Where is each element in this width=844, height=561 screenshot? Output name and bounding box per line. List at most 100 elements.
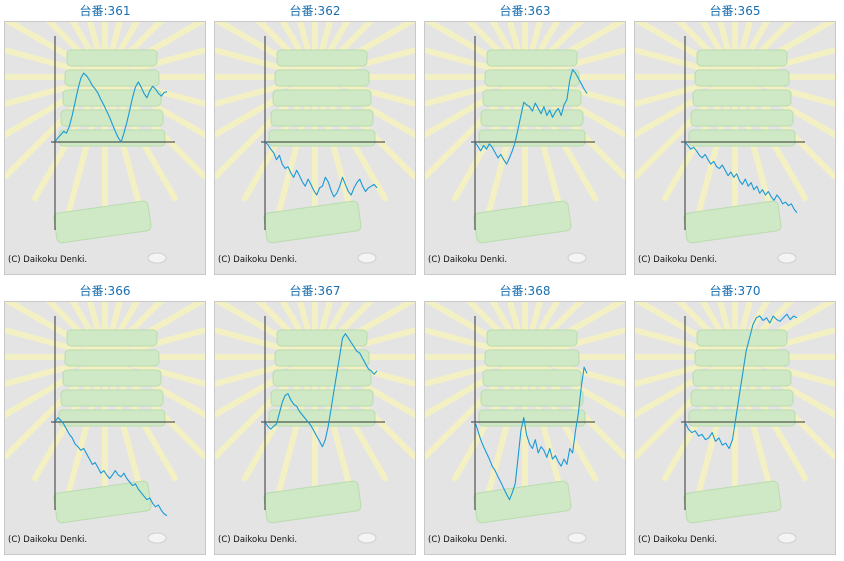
machine-tier [270,109,374,127]
machine-tier [482,89,582,107]
machine-tier [480,389,584,407]
sunburst-ray [215,354,318,419]
series-line [54,417,168,517]
sunburst-ray [522,74,625,139]
chart-panel: (C) Daikoku Denki. [634,301,836,555]
machine-tier [480,109,584,127]
background-illustration [215,302,415,544]
chart-svg [425,302,625,544]
copyright-label: (C) Daikoku Denki. [218,255,298,265]
machine-tier [688,409,796,427]
chart-svg [5,22,205,264]
chart-cell: 台番:365 (C) Daikoku Denki. [630,0,840,280]
machine-tier [268,409,376,427]
machine-tier [62,89,162,107]
sunburst-ray [425,74,528,139]
copyright-label: (C) Daikoku Denki. [428,255,508,265]
chart-panel: (C) Daikoku Denki. [4,301,206,555]
background-illustration [5,22,205,264]
series-line [684,141,798,214]
coin-illustration [777,532,797,544]
machine-tier [486,329,578,347]
coin-illustration [567,252,587,264]
series-line [684,313,798,450]
machine-tier [694,69,790,87]
machine-tier [690,109,794,127]
chart-svg [215,302,415,544]
machine-tier [688,129,796,147]
chart-panel: (C) Daikoku Denki. [214,21,416,275]
machine-tier [276,329,368,347]
coin-illustration [357,252,377,264]
chart-svg [5,302,205,544]
chart-panel: (C) Daikoku Denki. [424,21,626,275]
background-illustration [635,302,835,544]
machine-tier [274,349,370,367]
sunburst-ray [635,74,738,139]
background-illustration [425,302,625,544]
background-illustration [215,22,415,264]
chart-cell: 台番:367 (C) Daikoku Denki. [210,280,420,560]
coin-illustration [147,252,167,264]
copyright-label: (C) Daikoku Denki. [8,255,88,265]
machine-tier [64,69,160,87]
coin-illustration [147,532,167,544]
chart-panel: (C) Daikoku Denki. [4,21,206,275]
sunburst-ray [732,74,835,139]
chart-title[interactable]: 台番:367 [289,284,341,298]
machine-tier [272,89,372,107]
machine-tier [484,349,580,367]
machine-tier [694,349,790,367]
chart-title[interactable]: 台番:368 [499,284,551,298]
chart-cell: 台番:362 (C) Daikoku Denki. [210,0,420,280]
machine-tier [268,129,376,147]
background-illustration [5,302,205,544]
chart-svg [635,22,835,264]
machine-tier [64,349,160,367]
chart-title[interactable]: 台番:370 [709,284,761,298]
sunburst-ray [215,74,318,139]
series-line [474,366,588,501]
machine-tier [696,329,788,347]
machine-tier [690,389,794,407]
coin-illustration [567,532,587,544]
machine-tier [58,409,166,427]
chart-cell: 台番:363 (C) Daikoku Denki. [420,0,630,280]
sunburst-ray [425,354,528,419]
sunburst-ray [732,354,835,419]
sunburst-ray [102,74,205,139]
chart-cell: 台番:368 (C) Daikoku Denki. [420,280,630,560]
machine-tier [58,129,166,147]
series-line [54,72,168,143]
machine-tier [62,369,162,387]
series-line [264,333,378,448]
chart-title[interactable]: 台番:365 [709,4,761,18]
sunburst-ray [312,74,415,139]
machine-tier [482,369,582,387]
coin-illustration [357,532,377,544]
machine-tier [696,49,788,67]
chart-title[interactable]: 台番:362 [289,4,341,18]
sunburst-ray [522,354,625,419]
copyright-label: (C) Daikoku Denki. [428,535,508,545]
machine-tier [274,69,370,87]
machine-tier [276,49,368,67]
chart-svg [425,22,625,264]
chart-title[interactable]: 台番:361 [79,4,131,18]
chart-title[interactable]: 台番:366 [79,284,131,298]
chart-title[interactable]: 台番:363 [499,4,551,18]
chart-svg [635,302,835,544]
machine-tier [478,409,586,427]
coin-illustration [777,252,797,264]
copyright-label: (C) Daikoku Denki. [638,255,718,265]
chart-svg [215,22,415,264]
copyright-label: (C) Daikoku Denki. [8,535,88,545]
sunburst-ray [312,354,415,419]
machine-tier [60,109,164,127]
copyright-label: (C) Daikoku Denki. [218,535,298,545]
chart-cell: 台番:370 (C) Daikoku Denki. [630,280,840,560]
sunburst-ray [5,354,108,419]
copyright-label: (C) Daikoku Denki. [638,535,718,545]
machine-tier [692,89,792,107]
